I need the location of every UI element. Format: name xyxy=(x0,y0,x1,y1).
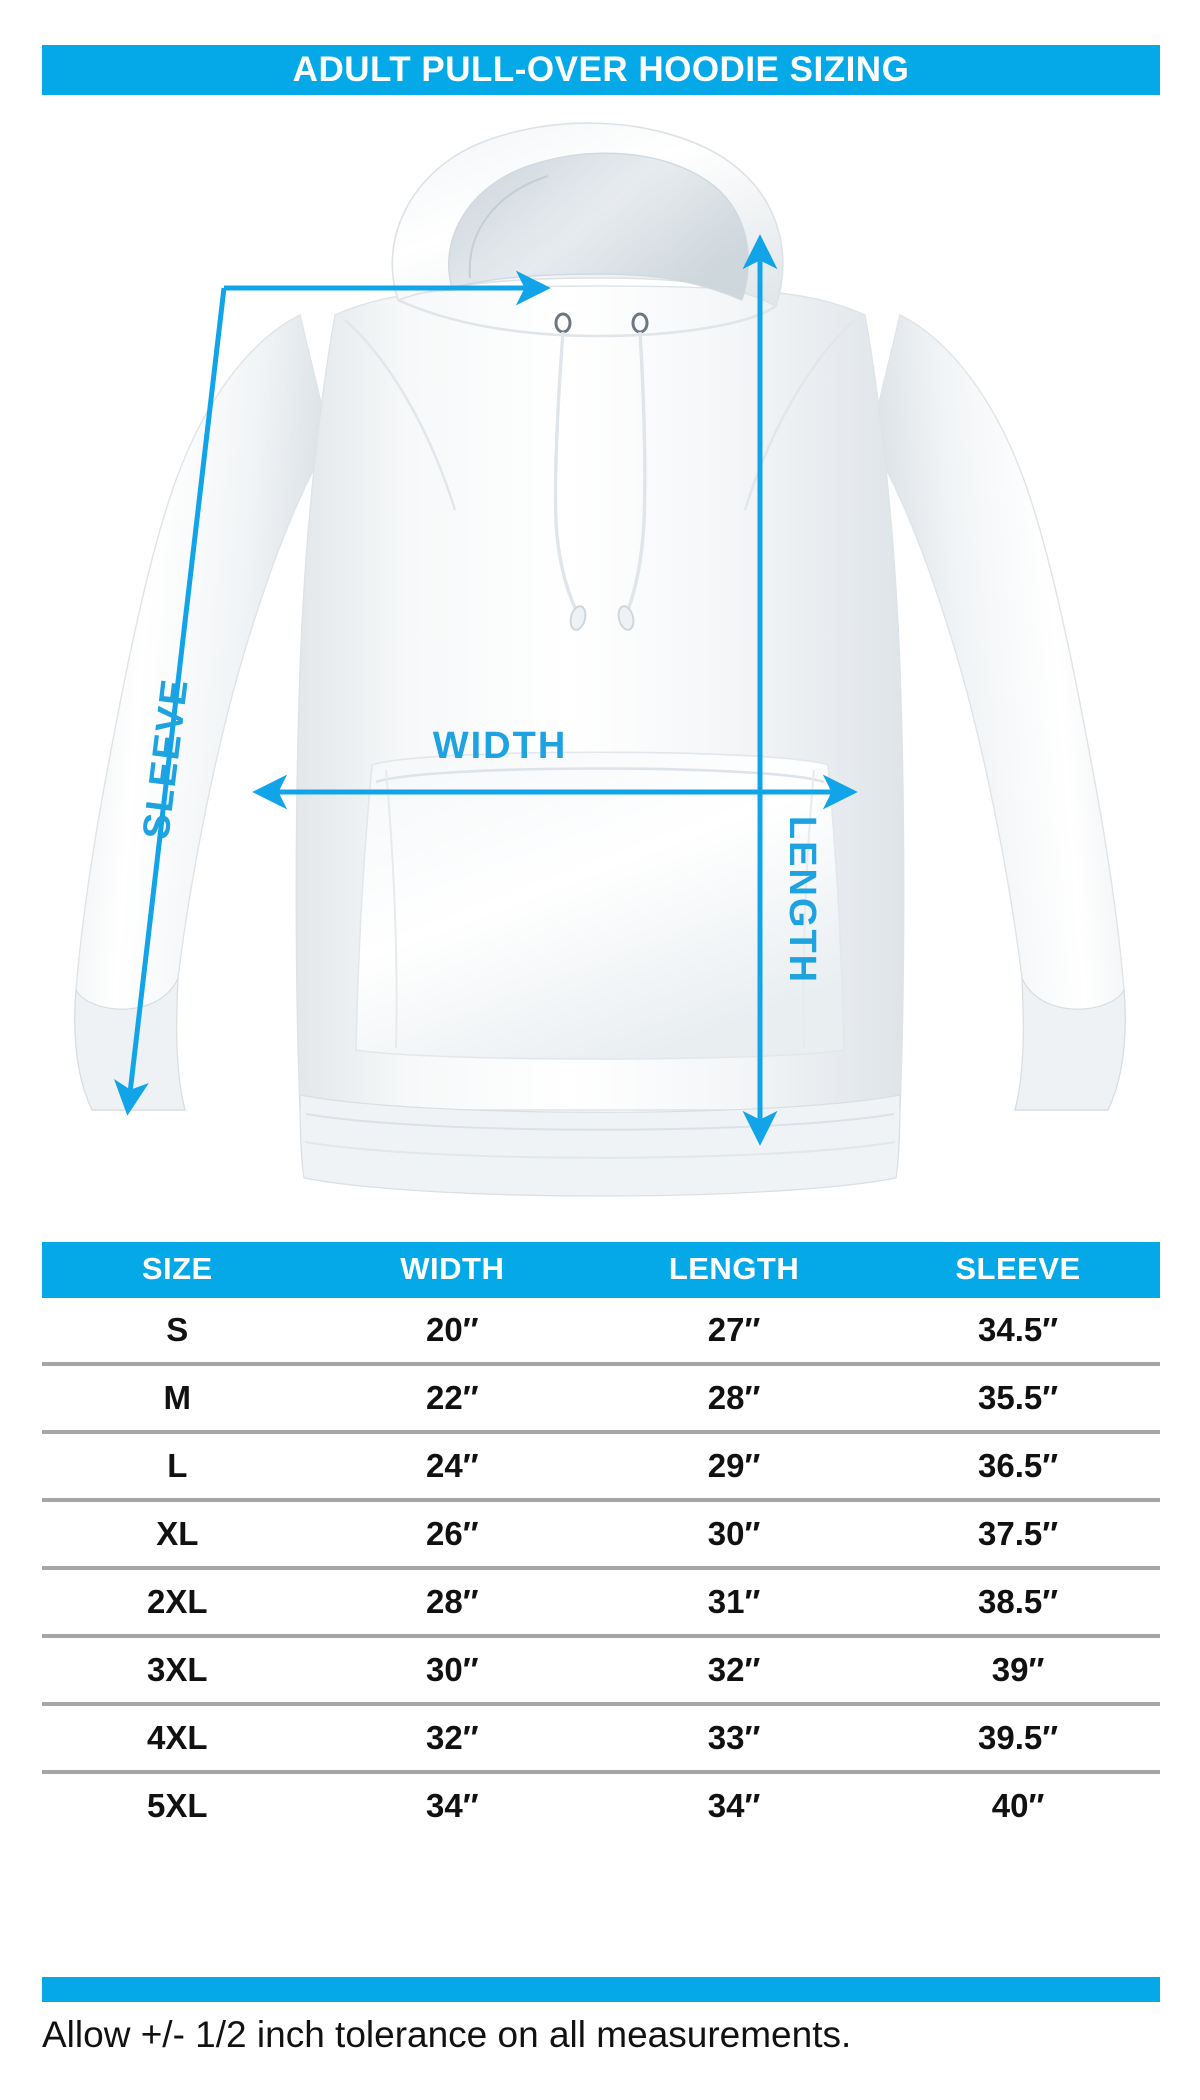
table-row: S 20″ 27″ 34.5″ xyxy=(42,1298,1160,1366)
cell-length: 34″ xyxy=(707,1787,761,1824)
cell-sleeve: 39″ xyxy=(876,1636,1160,1706)
column-header-width: WIDTH xyxy=(312,1242,593,1298)
column-header-size: SIZE xyxy=(42,1242,313,1298)
table-row: 2XL 28″ 31″ 38.5″ xyxy=(42,1568,1160,1638)
table-row: 4XL 32″ 33″ 39.5″ xyxy=(42,1704,1160,1774)
cell-size: XL xyxy=(42,1500,313,1570)
cell-width: 24″ xyxy=(312,1432,593,1502)
cell-width: 34″ xyxy=(426,1787,479,1824)
cell-sleeve: 40″ xyxy=(991,1787,1045,1824)
cell-width: 30″ xyxy=(312,1636,593,1706)
hoodie-measurement-diagram: SLEEVE WIDTH LENGTH xyxy=(0,110,1200,1220)
cell-sleeve: 35.5″ xyxy=(876,1364,1160,1434)
sleeve-measure-diagonal xyxy=(114,287,227,1116)
column-header-sleeve: SLEEVE xyxy=(876,1242,1160,1298)
cell-size: 2XL xyxy=(42,1568,313,1638)
right-cuff xyxy=(1014,977,1126,1111)
cell-size: S xyxy=(42,1298,313,1366)
table-row: M 22″ 28″ 35.5″ xyxy=(42,1364,1160,1434)
drawstrings xyxy=(553,331,647,611)
cell-length: 27″ xyxy=(592,1298,877,1366)
cell-size: 4XL xyxy=(42,1704,313,1774)
cell-size: M xyxy=(42,1364,313,1434)
neckline xyxy=(397,298,777,338)
cell-sleeve: 37.5″ xyxy=(876,1500,1160,1570)
cell-sleeve: 34.5″ xyxy=(876,1298,1160,1366)
table-header-row: SIZE WIDTH LENGTH SLEEVE xyxy=(42,1242,1160,1298)
cell-length: 28″ xyxy=(592,1364,877,1434)
cell-length: 33″ xyxy=(592,1704,877,1774)
cell-length: 31″ xyxy=(592,1568,877,1638)
cell-length: 30″ xyxy=(592,1500,877,1570)
cell-size: 5XL xyxy=(147,1787,208,1824)
cell-size: L xyxy=(42,1432,313,1502)
cell-sleeve: 38.5″ xyxy=(876,1568,1160,1638)
page-title: ADULT PULL-OVER HOODIE SIZING xyxy=(292,50,910,89)
table-row: XL 26″ 30″ 37.5″ xyxy=(42,1500,1160,1570)
cell-width: 22″ xyxy=(312,1364,593,1434)
hood-inner xyxy=(448,152,750,301)
kangaroo-pocket xyxy=(355,751,845,1060)
left-sleeve xyxy=(74,313,331,1111)
header-bar: ADULT PULL-OVER HOODIE SIZING xyxy=(42,45,1160,95)
cell-size: 3XL xyxy=(42,1636,313,1706)
cell-sleeve: 36.5″ xyxy=(876,1432,1160,1502)
drawstring-aglets xyxy=(569,605,635,631)
cell-width: 20″ xyxy=(312,1298,593,1366)
cell-sleeve: 39.5″ xyxy=(876,1704,1160,1774)
length-label: LENGTH xyxy=(781,816,823,984)
hoodie-illustration xyxy=(74,122,1126,1197)
left-cuff xyxy=(74,977,186,1111)
cell-length: 29″ xyxy=(592,1432,877,1502)
tolerance-note: Allow +/- 1/2 inch tolerance on all meas… xyxy=(42,2014,852,2055)
right-sleeve xyxy=(869,313,1126,1111)
width-label: WIDTH xyxy=(433,725,568,767)
cell-width: 32″ xyxy=(312,1704,593,1774)
column-header-length: LENGTH xyxy=(592,1242,877,1298)
cell-width: 26″ xyxy=(312,1500,593,1570)
table-row: 3XL 30″ 32″ 39″ xyxy=(42,1636,1160,1706)
size-chart-table: SIZE WIDTH LENGTH SLEEVE S 20″ 27″ 34.5″… xyxy=(42,1242,1160,1838)
footer-accent-bar xyxy=(42,1977,1160,2002)
table-row: L 24″ 29″ 36.5″ xyxy=(42,1432,1160,1502)
table-row: 5XL 34″ 34″ 40″ xyxy=(42,1772,1160,1838)
cell-length: 32″ xyxy=(592,1636,877,1706)
cell-width: 28″ xyxy=(312,1568,593,1638)
